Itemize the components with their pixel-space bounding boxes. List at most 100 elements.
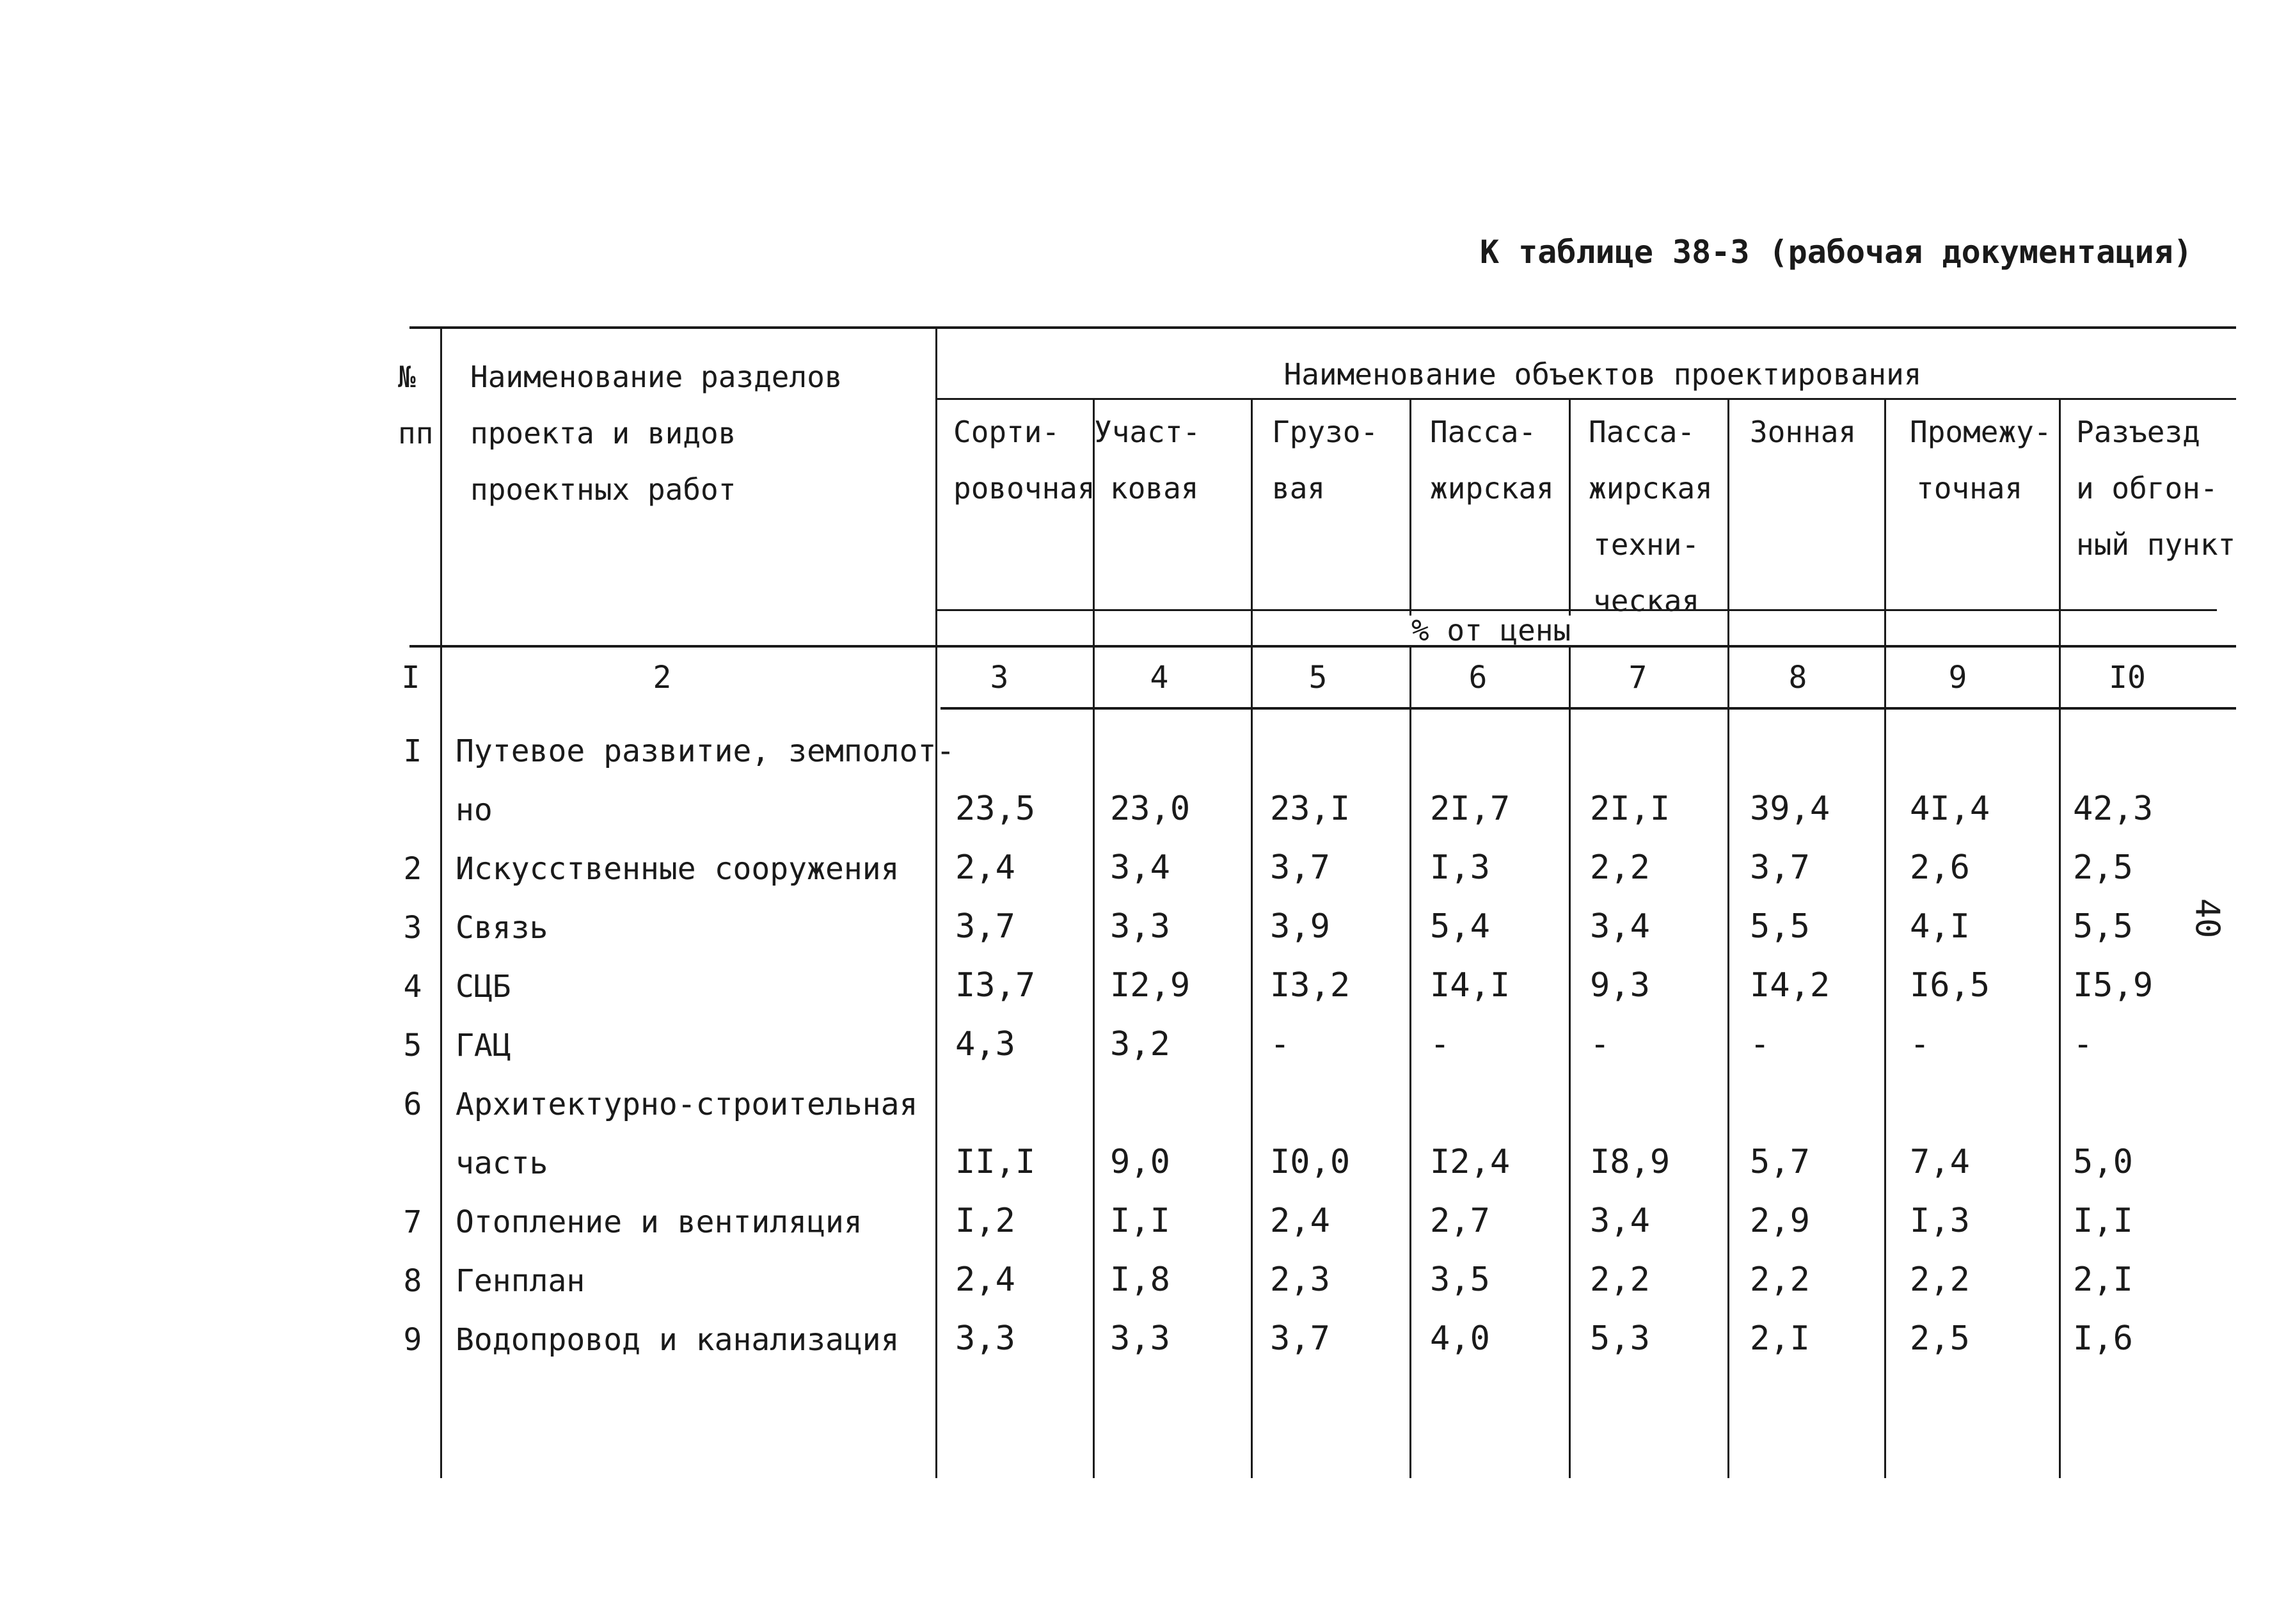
table-cell: 9,0 bbox=[1110, 1143, 1170, 1181]
col-divider-3-4 bbox=[1093, 398, 1095, 1478]
col-title-gruzovaya-1: Грузо- bbox=[1272, 415, 1379, 449]
row-name-line: Путевое развитие, земполот- bbox=[456, 733, 955, 769]
table-cell: - bbox=[1430, 1025, 1450, 1063]
table-cell: I2,4 bbox=[1430, 1143, 1511, 1181]
row-name-line: часть bbox=[456, 1145, 548, 1181]
col-number-10: I0 bbox=[2109, 660, 2146, 696]
table-cell: 3,9 bbox=[1270, 907, 1330, 946]
col-title-uchastkovaya-1: Участ- bbox=[1094, 415, 1201, 449]
table-cell: 5,3 bbox=[1590, 1319, 1650, 1358]
table-cell: I,2 bbox=[955, 1202, 1015, 1240]
table-cell: 7,4 bbox=[1910, 1143, 1970, 1181]
col-divider-5-6 bbox=[1409, 398, 1411, 1478]
table-cell: I4,I bbox=[1430, 966, 1511, 1005]
col-number-7: 7 bbox=[1628, 660, 1647, 696]
table-cell: 5,5 bbox=[1750, 907, 1810, 946]
row-number: 2 bbox=[403, 851, 422, 887]
col-title-razezd-2: и обгон- bbox=[2076, 471, 2218, 506]
col-number-4: 4 bbox=[1150, 660, 1169, 696]
num-column-divider bbox=[440, 326, 442, 1478]
table-cell: 2,I bbox=[1750, 1319, 1810, 1358]
table-cell: 2,5 bbox=[2073, 848, 2133, 887]
col-number-5: 5 bbox=[1308, 660, 1328, 696]
table-cell: 2,6 bbox=[1910, 848, 1970, 887]
table-cell: I3,2 bbox=[1270, 966, 1351, 1005]
table-cell: 23,I bbox=[1270, 790, 1351, 828]
table-cell: - bbox=[1750, 1025, 1770, 1063]
col-divider-7-8 bbox=[1727, 398, 1729, 1478]
table-cell: 3,7 bbox=[955, 907, 1015, 946]
col-title-zonnaya-1: Зонная bbox=[1750, 415, 1857, 449]
table-cell: 5,0 bbox=[2073, 1143, 2133, 1181]
table-cell: 3,7 bbox=[1750, 848, 1810, 887]
table-cell: 2I,7 bbox=[1430, 790, 1511, 828]
header-bottom-rule bbox=[409, 645, 2236, 648]
table-cell: 2,3 bbox=[1270, 1261, 1330, 1299]
table-cell: 2I,I bbox=[1590, 790, 1671, 828]
row-number: 5 bbox=[403, 1028, 422, 1063]
table-cell: I2,9 bbox=[1110, 966, 1191, 1005]
table-cell: 23,5 bbox=[955, 790, 1036, 828]
col-divider-9-10 bbox=[2059, 398, 2061, 1478]
name-label-line-3: проектных работ bbox=[470, 472, 736, 507]
table-cell: 2,9 bbox=[1750, 1202, 1810, 1240]
table-cell: I3,7 bbox=[955, 966, 1036, 1005]
row-number: 8 bbox=[403, 1263, 422, 1299]
col-number-2: 2 bbox=[653, 660, 672, 696]
table-cell: I8,9 bbox=[1590, 1143, 1671, 1181]
table-cell: I,8 bbox=[1110, 1261, 1170, 1299]
table-cell: 3,7 bbox=[1270, 848, 1330, 887]
table-cell: 2,I bbox=[2073, 1261, 2133, 1299]
col-title-razezd-1: Разъезд bbox=[2076, 415, 2200, 449]
table-cell: 2,5 bbox=[1910, 1319, 1970, 1358]
col-title-pass-tech-2: жирская bbox=[1589, 471, 1713, 506]
table-caption: К таблице 38-3 (рабочая документация) bbox=[1480, 234, 2193, 271]
col-title-sortirovochnaya-2: ровочная bbox=[953, 471, 1095, 506]
col-divider-4-5 bbox=[1251, 398, 1253, 1478]
num-label-line-1: № bbox=[398, 360, 416, 394]
table-cell: 2,2 bbox=[1590, 848, 1650, 887]
table-cell: 2,2 bbox=[1590, 1261, 1650, 1299]
objects-title-rule bbox=[935, 398, 2236, 400]
table-cell: 3,2 bbox=[1110, 1025, 1170, 1063]
table-cell: 4,3 bbox=[955, 1025, 1015, 1063]
table-cell: - bbox=[2073, 1025, 2093, 1063]
row-name-line: ГАЦ bbox=[456, 1028, 511, 1063]
row-name-line: Искусственные сооружения bbox=[456, 851, 900, 887]
table-cell: 2,4 bbox=[1270, 1202, 1330, 1240]
table-cell: - bbox=[1270, 1025, 1290, 1063]
col-title-gruzovaya-2: вая bbox=[1272, 471, 1326, 506]
col-number-9: 9 bbox=[1948, 660, 1967, 696]
col-title-sortirovochnaya-1: Сорти- bbox=[953, 415, 1060, 449]
row-number: 9 bbox=[403, 1322, 422, 1358]
table-cell: - bbox=[1590, 1025, 1610, 1063]
table-cell: 3,3 bbox=[955, 1319, 1015, 1358]
table-cell: 5,4 bbox=[1430, 907, 1490, 946]
table-cell: 39,4 bbox=[1750, 790, 1830, 828]
col-number-3: 3 bbox=[990, 660, 1009, 696]
table-cell: 2,4 bbox=[955, 848, 1015, 887]
table-cell: I6,5 bbox=[1910, 966, 1990, 1005]
col-divider-6-7 bbox=[1569, 398, 1571, 1478]
table-cell: I4,2 bbox=[1750, 966, 1830, 1005]
table-cell: 4I,4 bbox=[1910, 790, 1990, 828]
row-number: 6 bbox=[403, 1087, 422, 1122]
table-cell: 2,4 bbox=[955, 1261, 1015, 1299]
table-cell: I,3 bbox=[1430, 848, 1490, 887]
col-title-passazhirskaya-1: Пасса- bbox=[1430, 415, 1537, 449]
unit-rule bbox=[937, 609, 2217, 611]
table-cell: 3,4 bbox=[1590, 907, 1650, 946]
table-cell: 2,2 bbox=[1910, 1261, 1970, 1299]
table-cell: 2,7 bbox=[1430, 1202, 1490, 1240]
row-name-line: но bbox=[456, 792, 493, 828]
table-cell: 3,4 bbox=[1110, 848, 1170, 887]
col-number-6: 6 bbox=[1468, 660, 1488, 696]
col-title-pass-tech-3: техни- bbox=[1593, 527, 1700, 562]
table-cell: I,I bbox=[2073, 1202, 2133, 1240]
name-label-line-2: проекта и видов bbox=[470, 416, 736, 450]
row-name-line: Связь bbox=[456, 910, 548, 946]
table-cell: I,3 bbox=[1910, 1202, 1970, 1240]
table-cell: 9,3 bbox=[1590, 966, 1650, 1005]
table-cell: 3,5 bbox=[1430, 1261, 1490, 1299]
col-title-uchastkovaya-2: ковая bbox=[1110, 471, 1199, 506]
